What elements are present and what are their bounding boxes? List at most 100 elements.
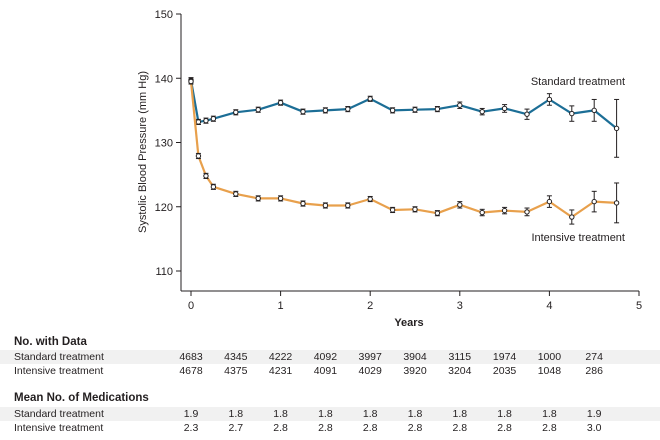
x-tick-label: 4 — [546, 300, 552, 312]
data-point — [591, 198, 597, 205]
table-cell: 1.8 — [362, 408, 378, 420]
series-label-intensive: Intensive treatment — [531, 232, 625, 244]
data-point — [434, 210, 441, 216]
table-cell: 4683 — [179, 351, 203, 363]
data-point — [233, 191, 239, 197]
table-cell: 286 — [585, 365, 603, 377]
data-point — [345, 202, 351, 209]
series-layer — [188, 77, 620, 225]
table-row-with-data-standard: Standard treatment 4683 4345 4222 4092 3997 3… — [0, 350, 660, 364]
data-point — [210, 184, 217, 190]
table-row-medications-intensive: Intensive treatment 2.3 2.7 2.8 2.8 2.8 2.8 2.… — [0, 421, 660, 435]
table-cell: 4231 — [268, 365, 293, 377]
data-point — [255, 107, 261, 113]
data-point — [457, 102, 463, 108]
data-point — [569, 214, 575, 220]
data-point — [255, 195, 261, 202]
data-point — [233, 109, 239, 116]
blood-pressure-chart: 110 120 130 140 150 0 1 2 3 4 5 Systolic Blood Pre… — [137, 9, 642, 329]
table-cell: 2.8 — [497, 422, 512, 434]
table-cell: 1.8 — [407, 408, 423, 420]
table-cell: 2.8 — [452, 422, 468, 434]
x-tick-label: 5 — [636, 300, 642, 312]
data-point — [524, 111, 530, 117]
table-row-medications-standard: Standard treatment 1.9 1.8 1.8 1.8 1.8 1.8 1.8… — [0, 407, 660, 421]
data-point — [613, 200, 620, 206]
table-cell: 1.8 — [497, 408, 512, 420]
x-tick-label: 0 — [188, 300, 194, 312]
x-tick-label: 3 — [457, 300, 463, 312]
series-label-standard: Standard treatment — [531, 76, 625, 88]
table-cell: 1.8 — [318, 408, 333, 420]
table-cell: 2.7 — [228, 422, 244, 434]
table-cell: 4375 — [224, 365, 248, 377]
data-point — [300, 200, 306, 207]
table-cell: 1048 — [537, 365, 562, 377]
data-point — [412, 107, 418, 113]
data-point — [195, 153, 202, 159]
table-cell: 3920 — [403, 365, 427, 377]
table-cell: 4092 — [313, 351, 338, 363]
row-label: Standard treatment — [14, 351, 104, 363]
table-cell: 2.8 — [542, 422, 557, 434]
y-tick-label: 150 — [155, 9, 173, 21]
data-point — [210, 116, 217, 122]
data-point — [367, 196, 373, 202]
table-cell: 3204 — [448, 365, 472, 377]
table-cell: 4222 — [268, 351, 293, 363]
table-cell: 1.8 — [228, 408, 244, 420]
data-point — [524, 209, 530, 215]
data-point — [322, 202, 329, 209]
series-line — [189, 81, 617, 219]
data-point — [501, 207, 508, 214]
data-point — [322, 107, 329, 114]
y-tick-label: 110 — [155, 266, 173, 278]
x-tick-label: 2 — [367, 300, 373, 312]
data-point — [457, 202, 463, 208]
table-cell: 2.8 — [407, 422, 423, 434]
data-point — [412, 206, 418, 213]
series-intensive — [188, 78, 620, 225]
table-cell: 1.8 — [273, 408, 288, 420]
data-point — [479, 209, 485, 216]
data-point — [569, 110, 575, 117]
series-standard — [188, 77, 620, 158]
data-point — [546, 198, 553, 205]
table-cell: 1.9 — [586, 408, 602, 420]
data-point — [188, 78, 194, 85]
y-tick-label: 140 — [155, 73, 173, 85]
table-title-medications: Mean No. of Medications — [14, 392, 149, 404]
x-tick-label: 1 — [278, 300, 284, 312]
data-point — [345, 106, 351, 112]
table-cell: 1.9 — [183, 408, 199, 420]
table-cell: 1.8 — [542, 408, 557, 420]
data-point — [277, 195, 284, 202]
table-cell: 3904 — [403, 351, 427, 363]
table-cell: 4091 — [313, 365, 338, 377]
table-row-with-data-intensive: Intensive treatment 4678 4375 4231 4091 4029… — [0, 364, 660, 378]
row-label: Intensive treatment — [14, 422, 104, 434]
data-point — [613, 125, 620, 132]
x-axis-label: Years — [394, 317, 423, 329]
table-cell: 1.8 — [452, 408, 468, 420]
table-title-with-data: No. with Data — [14, 336, 87, 348]
table-cell: 4678 — [179, 365, 203, 377]
table-cell: 274 — [585, 351, 603, 363]
series-line — [189, 80, 618, 130]
table-cell: 2.3 — [183, 422, 199, 434]
table-cell: 3997 — [358, 351, 382, 363]
data-point — [203, 117, 209, 124]
data-point — [591, 107, 597, 114]
data-point — [546, 96, 553, 103]
table-cell: 3115 — [448, 351, 472, 363]
table-cell: 1000 — [537, 351, 562, 363]
table-cell: 4029 — [358, 365, 382, 377]
data-point — [277, 99, 284, 106]
table-cell: 2.8 — [362, 422, 378, 434]
data-point — [300, 108, 306, 115]
table-cell: 1974 — [492, 351, 517, 363]
table-cell: 2.8 — [273, 422, 288, 434]
table-cell: 2035 — [492, 365, 517, 377]
table-cell: 3.0 — [586, 422, 602, 434]
axes: 110 120 130 140 150 0 1 2 3 4 5 — [155, 9, 642, 312]
